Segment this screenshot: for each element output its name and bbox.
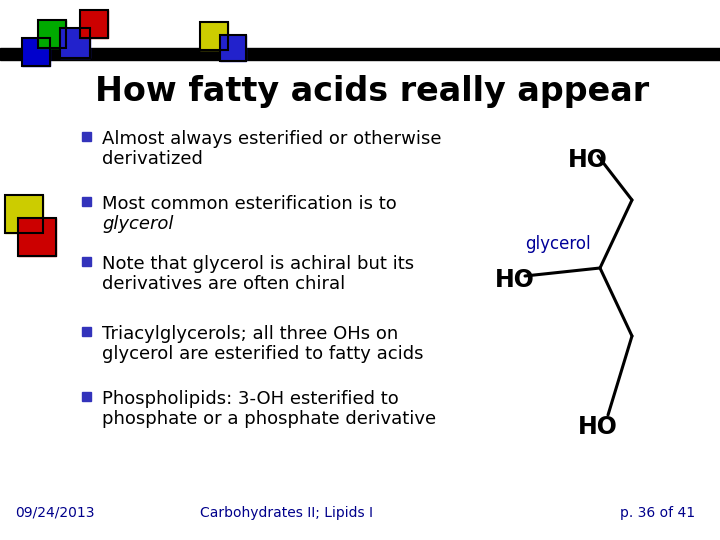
Text: Almost always esterified or otherwise: Almost always esterified or otherwise	[102, 130, 441, 148]
Bar	[5, 195, 43, 233]
Bar	[22, 38, 50, 66]
Bar	[82, 197, 91, 206]
Bar	[60, 28, 90, 58]
Text: glycerol: glycerol	[525, 235, 590, 253]
Bar	[80, 10, 108, 38]
Bar	[60, 28, 90, 58]
Bar	[5, 195, 43, 233]
Text: Carbohydrates II; Lipids I: Carbohydrates II; Lipids I	[200, 506, 373, 520]
Text: phosphate or a phosphate derivative: phosphate or a phosphate derivative	[102, 410, 436, 428]
Text: glycerol: glycerol	[102, 215, 174, 233]
Text: How fatty acids really appear: How fatty acids really appear	[95, 75, 649, 108]
Bar	[18, 218, 56, 256]
Bar	[220, 35, 246, 61]
Text: Most common esterification is to: Most common esterification is to	[102, 195, 397, 213]
Bar	[200, 22, 228, 50]
Bar	[200, 22, 228, 50]
Text: Triacylglycerols; all three OHs on: Triacylglycerols; all three OHs on	[102, 325, 398, 343]
Text: HO: HO	[568, 148, 608, 172]
Bar	[82, 392, 91, 401]
Bar	[80, 10, 108, 38]
Bar	[220, 35, 246, 61]
Text: Note that glycerol is achiral but its: Note that glycerol is achiral but its	[102, 255, 414, 273]
Bar	[38, 20, 66, 48]
Text: glycerol are esterified to fatty acids: glycerol are esterified to fatty acids	[102, 345, 423, 363]
Bar	[0, 48, 720, 60]
Text: derivatized: derivatized	[102, 150, 203, 168]
Text: Phospholipids: 3-OH esterified to: Phospholipids: 3-OH esterified to	[102, 390, 399, 408]
Text: p. 36 of 41: p. 36 of 41	[620, 506, 695, 520]
Text: HO: HO	[495, 268, 535, 292]
Text: derivatives are often chiral: derivatives are often chiral	[102, 275, 346, 293]
Text: HO: HO	[578, 415, 618, 439]
Bar	[82, 257, 91, 266]
Text: 09/24/2013: 09/24/2013	[15, 506, 94, 520]
Bar	[18, 218, 56, 256]
Bar	[22, 38, 50, 66]
Bar	[82, 327, 91, 336]
Bar	[38, 20, 66, 48]
Bar	[82, 132, 91, 141]
